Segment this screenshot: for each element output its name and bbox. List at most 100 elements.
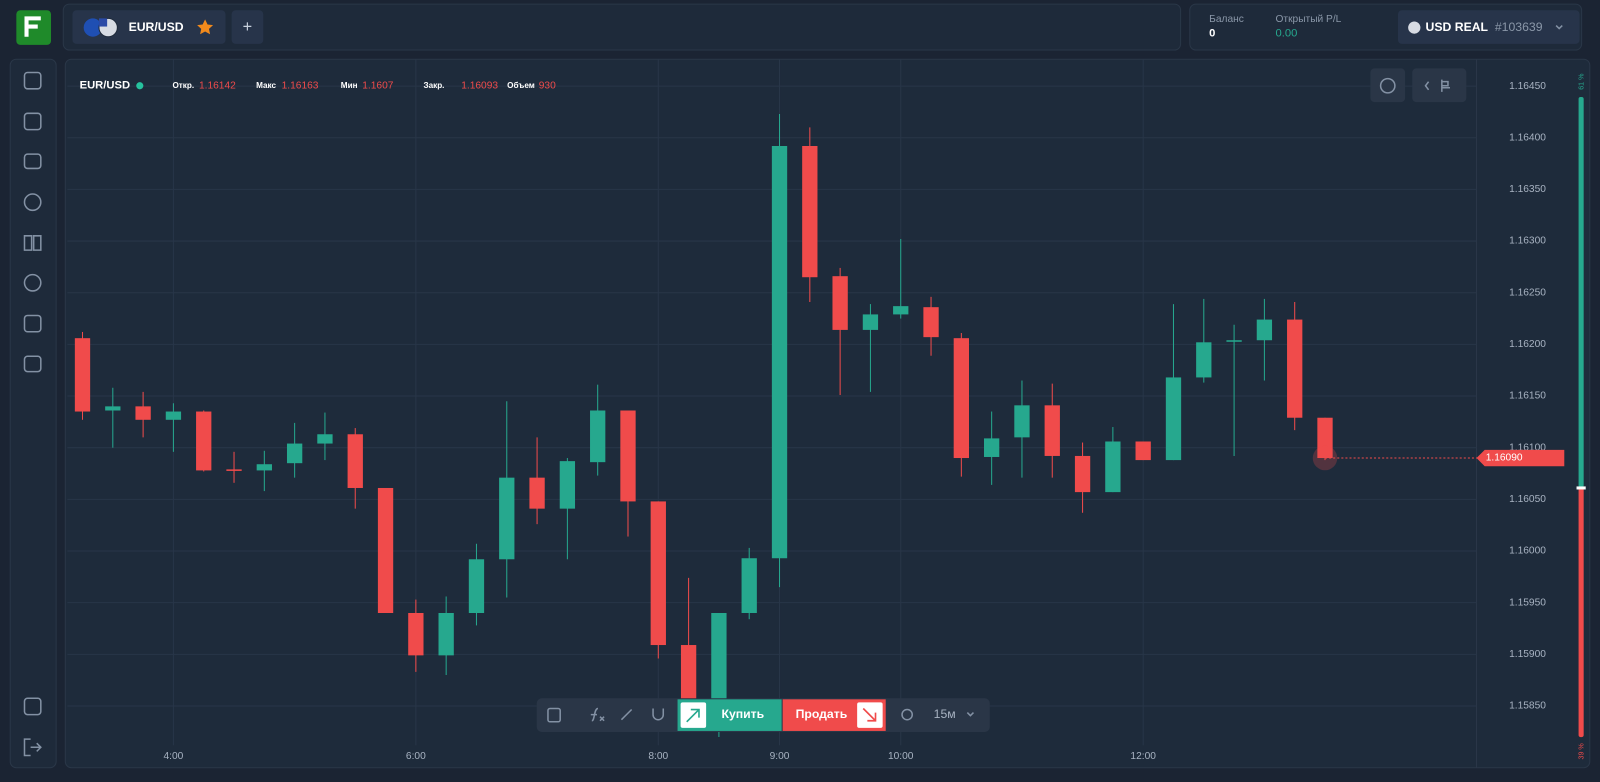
account-id: #103639 [1495,20,1543,34]
y-tick-label: 1.16450 [1509,81,1546,92]
nav-education[interactable] [23,235,42,251]
nav-history[interactable] [23,193,42,212]
panel-toggle-icon [1424,79,1450,92]
y-tick-label: 1.16050 [1509,494,1546,505]
candle-body [741,558,757,613]
sidebar-icons [23,71,42,757]
info-value: 1.16093 [461,80,498,91]
candle-body [1287,319,1303,418]
y-tick-label: 1.15950 [1509,597,1546,608]
sell-icon [862,707,877,722]
timeframe-label[interactable]: 15м [934,707,956,721]
candle-body [711,613,727,705]
sentiment-up-label: 61 % [1578,73,1586,90]
tool-indicators[interactable] [590,707,605,722]
candle-body [408,613,424,656]
candle-body [953,338,969,459]
timeframe-chevron [966,712,975,717]
tool-layout[interactable] [547,707,561,723]
y-tick-label: 1.15900 [1509,649,1546,660]
y-tick-label: 1.15850 [1509,701,1546,712]
last-price-tag [1476,449,1565,467]
candle-body [317,434,333,444]
add-tab-button[interactable] [231,10,264,44]
candle-body [862,314,879,330]
candle-body [893,306,909,315]
nav-expand[interactable] [23,697,42,716]
candle-body [832,276,848,330]
candle-body [135,406,151,420]
candle-body [620,410,636,502]
candle-body [377,487,394,613]
chart-panel [64,58,1591,769]
nav-analytics[interactable] [23,112,42,131]
nav-charts[interactable] [23,71,42,90]
info-label: Макс [256,81,276,90]
nav-portfolio[interactable] [23,153,42,170]
candle-body [1196,342,1212,378]
info-label: Мин [341,81,358,90]
candle-body [559,461,576,509]
candle-body [196,411,212,471]
y-tick-label: 1.16150 [1509,391,1546,402]
panel-toggle-button[interactable] [1412,68,1467,103]
y-tick-label: 1.16300 [1509,236,1546,247]
candle-body [1014,405,1030,438]
us-flag-canton [98,18,108,27]
candle-body [1226,340,1242,342]
asset-name: EUR/USD [129,20,184,34]
info-label: Объем [507,80,535,90]
balance-label: Баланс [1209,14,1244,25]
candle-body [1165,377,1182,461]
candles [74,113,1333,737]
x-tick-label: 9:00 [770,751,790,762]
tool-draw[interactable] [620,708,633,721]
info-value: 1.16142 [199,80,236,91]
candle-body [1256,319,1273,341]
candle-body [680,645,697,705]
y-tick-label: 1.16100 [1509,442,1546,453]
candle-body [529,477,545,509]
y-tick-label: 1.16200 [1509,339,1546,350]
candle-body [771,145,788,559]
y-tick-label: 1.16350 [1509,184,1546,195]
x-tick-label: 10:00 [888,751,914,762]
candle-body [1135,441,1151,461]
nav-news[interactable] [23,314,42,333]
account-selector[interactable] [1397,10,1580,44]
tool-settings[interactable] [901,708,914,721]
sentiment-down-bar [1578,487,1584,738]
info-value: 1.1607 [362,80,393,91]
x-tick-label: 6:00 [406,751,426,762]
tool-magnet[interactable] [652,708,665,721]
x-tick-label: 12:00 [1130,751,1156,762]
candle-body [1074,455,1091,493]
pl-value: 0.00 [1276,28,1298,40]
nav-logout[interactable] [23,738,42,757]
nav-calendar[interactable] [23,355,42,373]
buy-icon [686,708,700,723]
indicator-button[interactable] [1370,68,1406,103]
eu-flag [83,18,103,37]
live-dot [136,82,144,90]
candle-body [499,477,515,560]
candle-body [438,613,454,656]
candle-body [1105,441,1121,493]
account-name: USD REAL [1426,20,1489,34]
candle-body [105,406,121,411]
sentiment-down-label: 39 % [1578,743,1586,760]
candle-body [468,559,485,613]
favorite-star[interactable] [197,19,214,35]
balance-value: 0 [1209,28,1215,40]
sentiment-up-bar [1578,96,1584,488]
candle-body [590,410,606,463]
candle-body [1044,405,1060,456]
sentiment-marker [1576,486,1586,490]
last-price-label: 1.16090 [1486,453,1523,464]
y-tick-label: 1.16400 [1509,132,1546,143]
top-bar [62,3,1182,51]
nav-settings[interactable] [23,273,42,292]
candle-body [1317,417,1333,459]
